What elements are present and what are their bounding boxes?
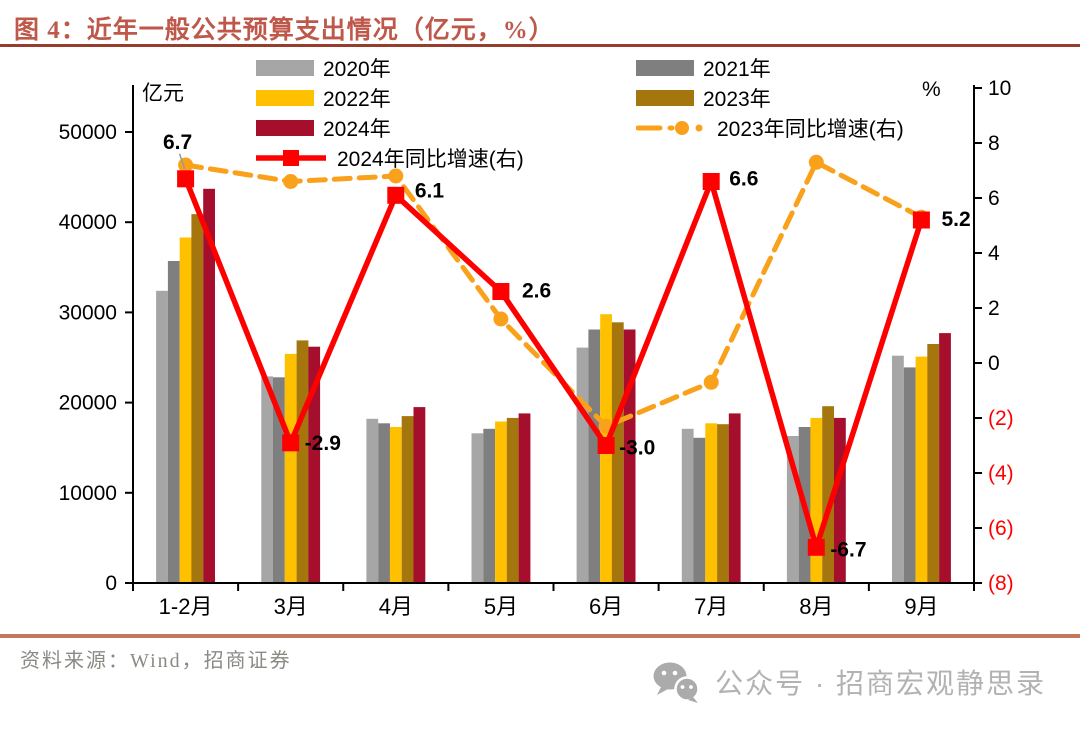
marker-2024-7月 — [702, 173, 720, 190]
x-axis-label: 4月 — [379, 594, 413, 619]
marker-2024-1-2月 — [177, 170, 195, 188]
bar-2020年-4月 — [366, 418, 379, 583]
bar-2022年-8月 — [810, 417, 823, 583]
bar-2021年-4月 — [378, 423, 390, 583]
bar-2022年-4月 — [389, 427, 402, 583]
bar-2024年-9月 — [939, 333, 951, 583]
bar-2023年-1-2月 — [191, 214, 204, 583]
bar-2022年-7月 — [705, 423, 718, 583]
bar-2024年-4月 — [413, 407, 426, 583]
bar-2022年-5月 — [495, 421, 507, 583]
left-axis-tick-label: 40000 — [59, 211, 117, 234]
marker-2023-7月 — [703, 374, 719, 390]
right-axis-tick-label: 2 — [988, 297, 1000, 320]
bar-2020年-7月 — [681, 428, 694, 583]
left-axis-tick-label: 0 — [105, 572, 117, 595]
footer: 公众号 · 招商宏观静思录 — [651, 660, 1046, 704]
marker-2024-9月 — [912, 211, 930, 229]
marker-2024-3月 — [282, 434, 300, 452]
data-label-2024: 6.6 — [729, 168, 758, 191]
x-axis-label: 8月 — [799, 594, 833, 619]
bar-2024年-6月 — [623, 329, 636, 583]
data-label-2024: -6.7 — [830, 538, 866, 561]
bar-2021年-9月 — [903, 367, 916, 583]
left-axis-tick-label: 10000 — [59, 482, 117, 505]
bar-2020年-1-2月 — [156, 290, 168, 583]
left-axis-tick-label: 50000 — [59, 121, 117, 144]
right-axis-tick-label: (6) — [988, 517, 1014, 540]
bar-2020年-6月 — [576, 347, 589, 583]
bar-2023年-6月 — [611, 322, 624, 583]
data-label-2024: 5.2 — [941, 208, 970, 231]
label-leader-line — [178, 153, 186, 169]
bar-2022年-1-2月 — [179, 237, 192, 583]
bar-2024年-1-2月 — [203, 188, 215, 584]
bar-2020年-3月 — [261, 376, 274, 583]
bar-2024年-7月 — [728, 413, 741, 583]
right-axis-tick-label: (8) — [988, 572, 1014, 595]
right-axis-tick-label: 8 — [988, 132, 1000, 155]
x-axis-label: 9月 — [904, 594, 938, 619]
bar-2023年-8月 — [822, 406, 834, 583]
data-label-2024: -3.0 — [619, 437, 655, 460]
marker-2023-8月 — [808, 154, 824, 170]
bar-2023年-5月 — [506, 417, 519, 583]
bar-2021年-3月 — [273, 377, 285, 583]
right-axis-tick-label: (2) — [988, 407, 1014, 430]
x-axis-label: 6月 — [589, 594, 623, 619]
bar-2021年-1-2月 — [167, 261, 180, 583]
bar-2023年-3月 — [296, 340, 309, 583]
bar-2023年-7月 — [717, 424, 729, 583]
right-axis-tick-label: (4) — [988, 462, 1014, 485]
data-label-2024: 6.1 — [415, 179, 445, 202]
data-label-2024: 6.7 — [163, 131, 192, 154]
bar-2020年-8月 — [786, 436, 799, 583]
line-2024-growth — [183, 177, 925, 551]
footer-label: 公众号 · 招商宏观静思录 — [715, 668, 1046, 699]
bar-2020年-5月 — [471, 433, 484, 583]
right-axis-tick-label: 4 — [988, 242, 1000, 265]
right-axis-tick-label: 0 — [988, 352, 1000, 375]
data-label-2024: -2.9 — [305, 432, 341, 455]
x-axis-label: 3月 — [274, 594, 308, 619]
data-label-2024: 2.6 — [522, 280, 551, 303]
right-axis-tick-label: 10 — [988, 77, 1011, 100]
marker-2024-4月 — [387, 186, 405, 204]
marker-2023-4月 — [388, 168, 404, 184]
x-axis-label: 5月 — [484, 594, 518, 619]
x-axis-label: 1-2月 — [159, 594, 213, 619]
marker-2024-5月 — [492, 283, 510, 300]
x-axis-label: 7月 — [694, 594, 728, 619]
right-axis-tick-label: 6 — [988, 187, 1000, 210]
bar-2023年-4月 — [401, 416, 414, 583]
figure-title: 图 4：近年一般公共预算支出情况（亿元，%） — [14, 17, 555, 44]
marker-2024-8月 — [807, 538, 825, 556]
marker-2023-5月 — [493, 311, 509, 327]
bar-2022年-9月 — [915, 356, 928, 583]
left-axis-unit-label: 亿元 — [142, 82, 184, 105]
bar-2024年-8月 — [834, 417, 846, 583]
bar-2021年-5月 — [483, 428, 496, 583]
bar-2020年-9月 — [892, 355, 904, 583]
title-underline — [0, 44, 1080, 47]
bar-2024年-5月 — [518, 413, 531, 583]
right-axis-unit-label: % — [922, 78, 941, 101]
left-axis-tick-label: 20000 — [59, 392, 117, 415]
bar-2021年-6月 — [588, 329, 601, 583]
marker-2024-6月 — [597, 437, 615, 454]
bar-2024年-3月 — [308, 346, 321, 583]
marker-2023-1-2月 — [178, 157, 194, 173]
source-text: 资料来源：Wind，招商证券 — [20, 650, 292, 672]
bar-2021年-7月 — [693, 437, 706, 583]
source-divider — [0, 634, 1080, 638]
wechat-icon — [653, 662, 700, 703]
bar-2023年-9月 — [927, 344, 940, 583]
left-axis-tick-label: 30000 — [59, 301, 117, 324]
bar-2022年-3月 — [284, 353, 297, 583]
marker-2023-3月 — [283, 174, 299, 189]
